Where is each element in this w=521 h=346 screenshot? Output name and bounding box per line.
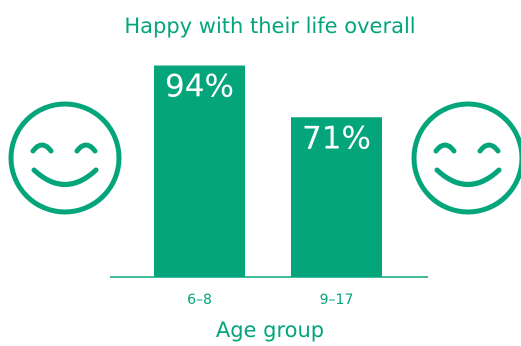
bar-2 (291, 117, 382, 277)
x-tick-label-2: 9–17 (320, 292, 354, 308)
chart-title: Happy with their life overall (124, 14, 415, 38)
bar-value-label-2: 71% (302, 120, 371, 156)
x-axis-label: Age group (216, 318, 324, 342)
smiley-face-icon-left (8, 101, 122, 215)
smiley-face-icon-right (411, 101, 521, 215)
bars: 94% 6–8 71% 9–17 (154, 65, 382, 308)
bar-1 (154, 65, 245, 277)
x-tick-label-1: 6–8 (187, 292, 212, 308)
bar-value-label-1: 94% (165, 69, 234, 105)
